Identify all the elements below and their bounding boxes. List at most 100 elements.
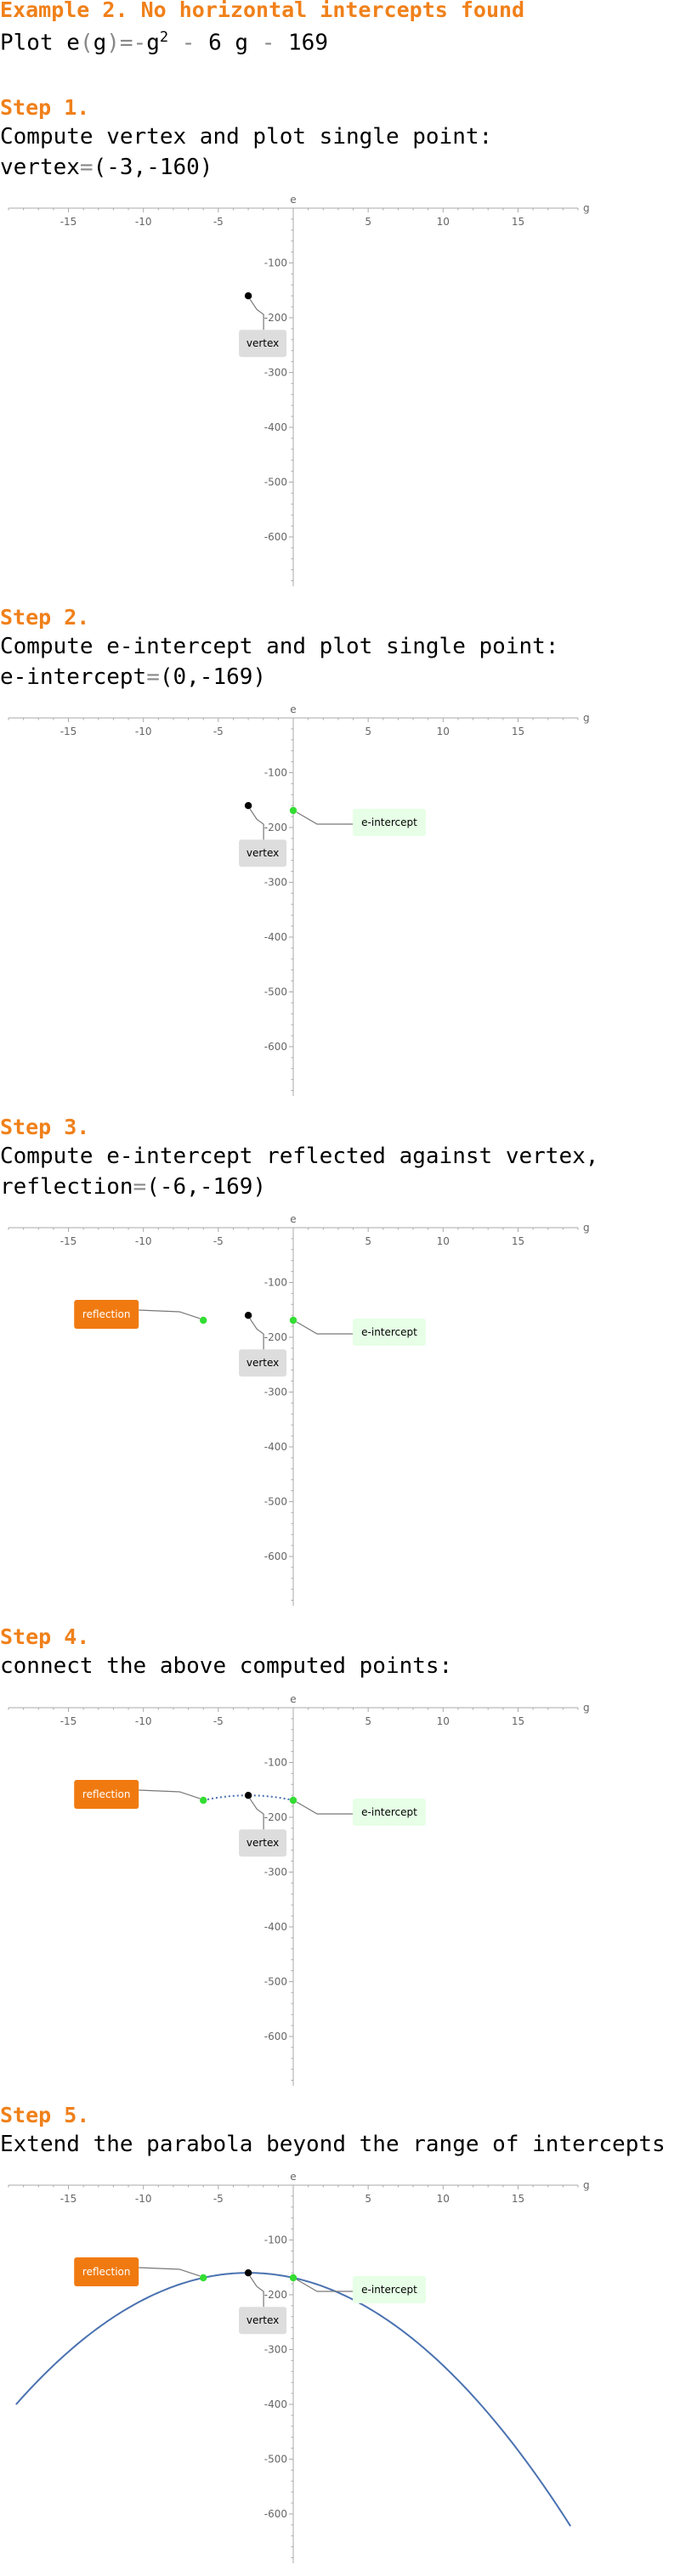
step-3-line2: reflection=(-6,-169): [0, 1174, 267, 1200]
reflection-point: [200, 1796, 207, 1805]
step-1-header: Step 1.: [0, 95, 90, 120]
vertex-label: vertex: [246, 337, 279, 349]
reflection-label-box: [74, 2257, 139, 2286]
problem-statement: Plot e(g)=-g2 - 6 g - 169: [0, 29, 328, 56]
vertex-callout-line: [249, 298, 264, 330]
chart-step-5: g e -15 -10 -5 5 10 15 -100 -200 -300 -400 -500 -600 v…: [8, 2171, 590, 2563]
y-tick-label: -500: [264, 2453, 287, 2465]
y-tick-label: -300: [264, 1866, 287, 1878]
step-2-line1: Compute e-intercept and plot single poin…: [0, 634, 559, 659]
intercept-point: [289, 806, 298, 815]
step-2-line2: e-intercept=(0,-169): [0, 664, 267, 690]
x-tick-label: -5: [213, 216, 224, 228]
vertex-label-box: [239, 839, 287, 867]
step-3-result-label: reflection: [0, 1174, 133, 1200]
vertex-callout-line: [249, 1798, 264, 1830]
reflection-label: reflection: [82, 2266, 131, 2278]
y-tick-label: -100: [264, 766, 287, 778]
y-tick-label: -500: [264, 1975, 287, 1987]
intercept-label: e-intercept: [361, 1806, 417, 1818]
y-tick-label: -400: [264, 421, 287, 433]
step-1-result-value: (-3,-160): [93, 155, 213, 180]
function-var: g: [93, 30, 107, 56]
step-1-line1: Compute vertex and plot single point:: [0, 124, 493, 150]
intercept-label: e-intercept: [361, 2284, 417, 2296]
step-5-header: Step 5.: [0, 2103, 90, 2127]
step-4-header: Step 4.: [0, 1624, 90, 1649]
page-title: Example 2. No horizontal intercepts foun…: [0, 0, 525, 22]
reflection-label: reflection: [82, 1308, 131, 1320]
step-4-line1: connect the above computed points:: [0, 1653, 453, 1679]
y-tick-label: -300: [264, 2343, 287, 2355]
y-tick-label: -300: [264, 366, 287, 378]
vertex-label: vertex: [246, 2314, 279, 2326]
x-axis-label: g: [583, 202, 590, 214]
x-tick-label: -10: [135, 216, 152, 228]
y-tick-label: -600: [264, 1041, 287, 1053]
x-axis-label: g: [583, 1702, 590, 1714]
x-tick-label: -5: [213, 1235, 224, 1247]
x-tick-label: -10: [135, 1715, 152, 1727]
intercept-label-box: [353, 1318, 426, 1346]
intercept-callout-line: [296, 1801, 353, 1815]
y-tick-label: -100: [264, 2234, 287, 2246]
vertex-point: [244, 2268, 252, 2277]
x-tick-label: 10: [437, 1715, 450, 1727]
x-tick-label: -15: [60, 1235, 77, 1247]
step-1-line2: vertex=(-3,-160): [0, 155, 213, 180]
x-axis-label: g: [583, 2179, 590, 2191]
x-tick-label: -10: [135, 726, 152, 737]
intercept-callout-line: [296, 2279, 353, 2292]
intercept-callout-line: [296, 1321, 353, 1335]
chart-step-1: g e -15 -10 -5 5 10 15 -100 -200 -300 -400 -500 -600 v…: [8, 194, 590, 586]
y-axis-label: e: [290, 1213, 296, 1225]
vertex-label-box: [239, 1829, 287, 1857]
intercept-label-box: [353, 1798, 426, 1826]
y-tick-label: -200: [264, 1811, 287, 1823]
x-tick-label: 5: [365, 1235, 371, 1247]
x-tick-label: -15: [60, 2193, 77, 2205]
y-tick-label: -100: [264, 257, 287, 268]
vertex-point: [244, 291, 252, 300]
y-tick-label: -300: [264, 1386, 287, 1398]
step-2-result-label: e-intercept: [0, 664, 147, 690]
expr-term-c: 169: [288, 30, 328, 56]
intercept-label: e-intercept: [361, 816, 417, 828]
x-tick-label: 15: [512, 216, 524, 228]
x-tick-label: -15: [60, 1715, 77, 1727]
x-tick-label: -10: [135, 1235, 152, 1247]
intercept-point: [289, 1316, 298, 1325]
y-tick-label: -200: [264, 312, 287, 324]
x-tick-label: 15: [512, 726, 524, 737]
intercept-label-box: [353, 2275, 426, 2303]
x-tick-label: -15: [60, 726, 77, 737]
y-tick-label: -400: [264, 931, 287, 943]
step-2-header: Step 2.: [0, 605, 90, 630]
expr-term-a: g: [146, 30, 160, 56]
intercept-point: [289, 1796, 298, 1805]
x-tick-label: 15: [512, 2193, 524, 2205]
y-tick-label: -100: [264, 1276, 287, 1288]
vertex-label: vertex: [246, 1837, 279, 1849]
step-1-result-label: vertex: [0, 155, 80, 180]
y-axis-label: e: [290, 2171, 296, 2183]
y-tick-label: -600: [264, 1551, 287, 1562]
x-tick-label: -5: [213, 1715, 224, 1727]
y-axis-label: e: [290, 194, 296, 206]
function-name: e: [66, 30, 80, 56]
step-5-line1: Extend the parabola beyond the range of …: [0, 2132, 666, 2157]
vertex-callout-line: [249, 1318, 264, 1350]
y-tick-label: -500: [264, 986, 287, 997]
vertex-point: [244, 1791, 252, 1799]
y-tick-label: -600: [264, 2508, 287, 2520]
problem-prefix: Plot: [0, 30, 67, 56]
vertex-callout-line: [249, 808, 264, 840]
step-3-result-value: (-6,-169): [146, 1174, 267, 1200]
x-tick-label: 5: [365, 2193, 371, 2205]
chart-step-4: g e -15 -10 -5 5 10 15 -100 -200 -300 -400 -500 -600 v…: [8, 1693, 590, 2086]
reflection-point: [200, 1316, 207, 1325]
y-tick-label: -600: [264, 2031, 287, 2042]
chart-step-3: g e -15 -10 -5 5 10 15 -100 -200 -300 -400 -500 -600 v…: [8, 1213, 590, 1606]
x-tick-label: 10: [437, 1235, 450, 1247]
step-2-result-value: (0,-169): [159, 664, 267, 690]
